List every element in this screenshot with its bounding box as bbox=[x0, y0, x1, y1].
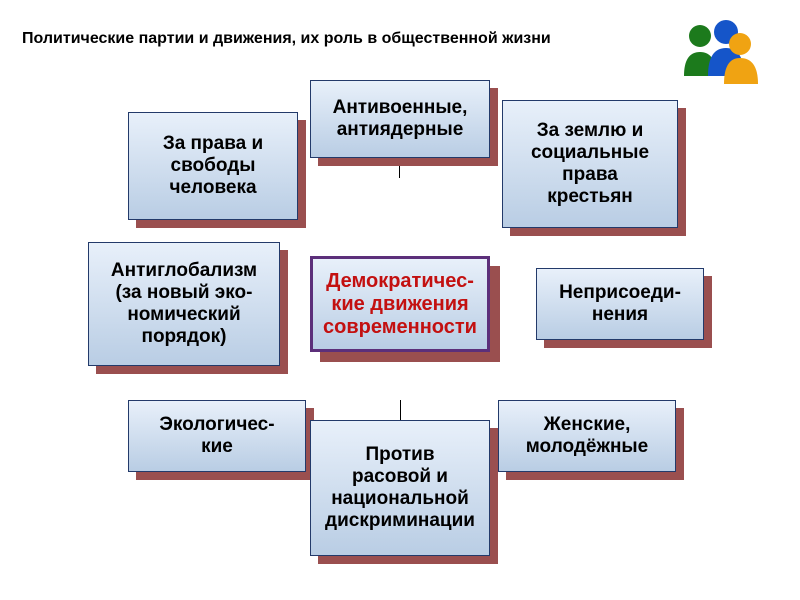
node-rights: За права и свободы человека bbox=[128, 112, 298, 220]
node-antiracism: Против расовой и национальной дискримина… bbox=[310, 420, 490, 556]
center-node: Демократичес- кие движения современности bbox=[310, 256, 490, 352]
node-antiglob: Антиглобализм (за новый эко- номический … bbox=[88, 242, 280, 366]
node-label: Экологичес- кие bbox=[153, 410, 280, 462]
node-label: Демократичес- кие движения современности bbox=[317, 266, 483, 343]
page-title: Политические партии и движения, их роль … bbox=[22, 29, 582, 49]
node-label: За землю и социальные права крестьян bbox=[525, 116, 655, 211]
node-label: Антивоенные, антиядерные bbox=[327, 93, 474, 145]
node-label: Неприсоеди- нения bbox=[553, 278, 687, 330]
node-antiwar: Антивоенные, антиядерные bbox=[310, 80, 490, 158]
people-icon bbox=[678, 18, 764, 86]
node-label: Против расовой и национальной дискримина… bbox=[319, 440, 481, 535]
node-label: Женские, молодёжные bbox=[520, 410, 654, 462]
node-eco: Экологичес- кие bbox=[128, 400, 306, 472]
node-women: Женские, молодёжные bbox=[498, 400, 676, 472]
node-land: За землю и социальные права крестьян bbox=[502, 100, 678, 228]
node-label: За права и свободы человека bbox=[157, 129, 269, 203]
node-label: Антиглобализм (за новый эко- номический … bbox=[105, 256, 263, 351]
node-nonalign: Неприсоеди- нения bbox=[536, 268, 704, 340]
